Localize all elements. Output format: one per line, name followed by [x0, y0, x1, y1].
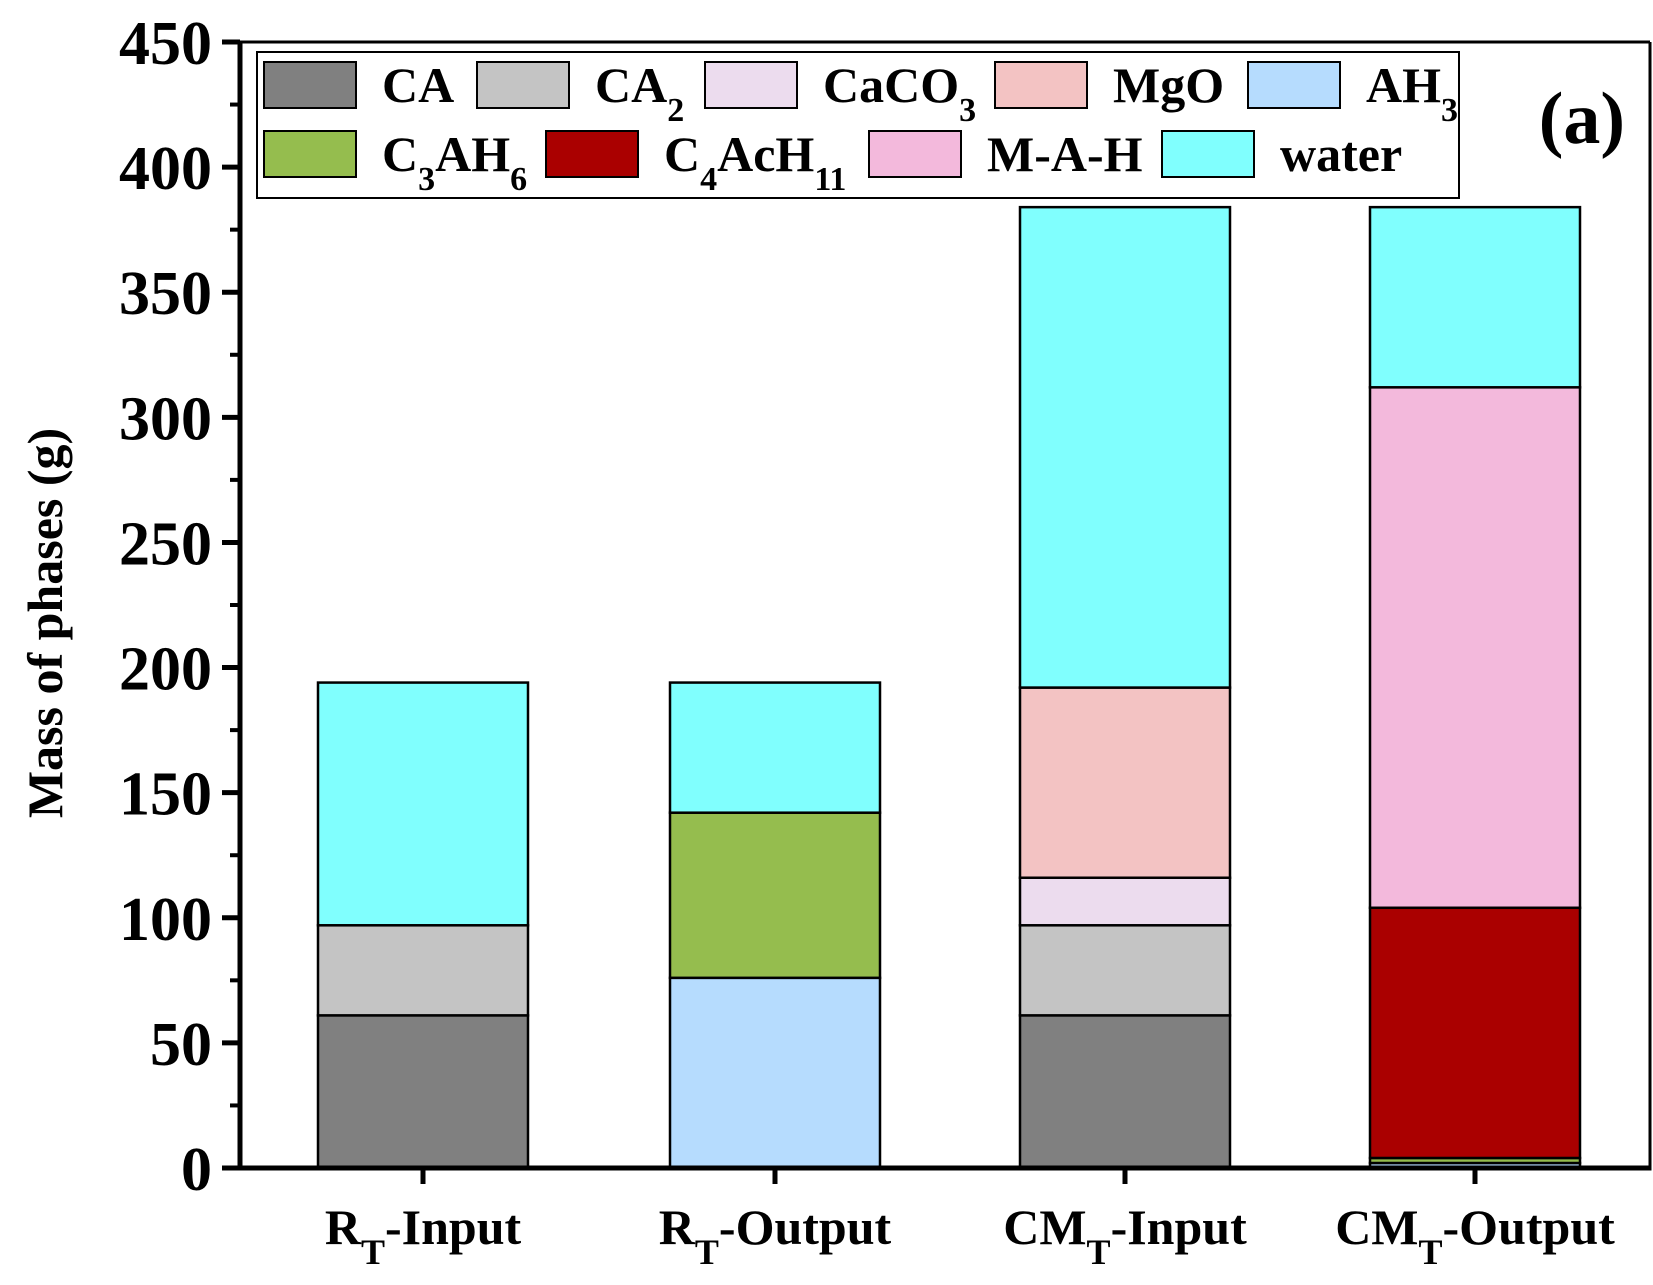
- legend-label-ca: CA: [382, 57, 454, 113]
- bar-segment-ca2: [1018, 924, 1232, 1017]
- panel-label: (a): [1539, 78, 1625, 160]
- y-axis-title: Mass of phases (g): [17, 428, 73, 818]
- x-tick-label: RT-Output: [659, 1199, 892, 1272]
- bar-segment-ca: [316, 1014, 530, 1170]
- bar-segment-ca: [1018, 1014, 1232, 1170]
- y-tick-label: 150: [119, 761, 212, 829]
- y-tick-label: 200: [119, 636, 212, 704]
- bar-segment-c3ah6: [668, 811, 882, 980]
- legend-swatch-ca: [263, 61, 357, 109]
- y-tick-label: 400: [119, 135, 212, 203]
- legend: CA CA2 CaCO3 MgO AH3 C3AH6 C4AcH11 M-A-H water: [256, 51, 1460, 199]
- legend-label-c4ach11: C4AcH11: [664, 126, 846, 198]
- legend-swatch-caco3: [704, 61, 798, 109]
- legend-label-c3ah6: C3AH6: [382, 126, 527, 198]
- axes-layer: 0 50 100 150 200 250 300 350 400 450 RT-Input RT-Ou…: [119, 10, 1652, 1272]
- y-tick-label: 0: [181, 1136, 212, 1204]
- legend-label-m-a-h: M-A-H: [987, 126, 1143, 182]
- bar-segment-water: [668, 681, 882, 814]
- bar-segment-ah3: [668, 976, 882, 1170]
- legend-swatch-ca2: [476, 61, 570, 109]
- y-tick-label: 50: [150, 1011, 212, 1079]
- legend-label-ca2: CA2: [595, 57, 684, 129]
- bar-segment-m-a-h: [1368, 386, 1582, 910]
- bar-segment-caco3: [1018, 876, 1232, 927]
- x-tick-label: CMT-Input: [1003, 1199, 1247, 1272]
- y-tick-label: 450: [119, 10, 212, 78]
- bar-segment-c4ach11: [1368, 906, 1582, 1160]
- bars-layer: [316, 205, 1582, 1170]
- legend-label-ah3: AH3: [1366, 57, 1458, 129]
- y-tick-label: 350: [119, 260, 212, 328]
- legend-label-water: water: [1280, 126, 1402, 182]
- legend-swatch-ah3: [1247, 61, 1341, 109]
- legend-swatch-c4ach11: [545, 130, 639, 178]
- bar-segment-mgo: [1018, 686, 1232, 879]
- legend-label-caco3: CaCO3: [823, 57, 976, 129]
- bar-segment-water: [1368, 205, 1582, 389]
- x-tick-label: RT-Input: [325, 1199, 522, 1272]
- legend-label-mgo: MgO: [1113, 57, 1224, 113]
- legend-swatch-mgo: [994, 61, 1088, 109]
- legend-swatch-c3ah6: [263, 130, 357, 178]
- bar-segment-water: [316, 681, 530, 927]
- y-tick-label: 100: [119, 886, 212, 954]
- x-tick-label: CMT-Output: [1335, 1199, 1615, 1272]
- legend-swatch-water: [1161, 130, 1255, 178]
- y-tick-label: 300: [119, 385, 212, 453]
- y-tick-label: 250: [119, 510, 212, 578]
- bar-segment-ca2: [316, 924, 530, 1017]
- bar-segment-water: [1018, 205, 1232, 689]
- legend-swatch-m-a-h: [868, 130, 962, 178]
